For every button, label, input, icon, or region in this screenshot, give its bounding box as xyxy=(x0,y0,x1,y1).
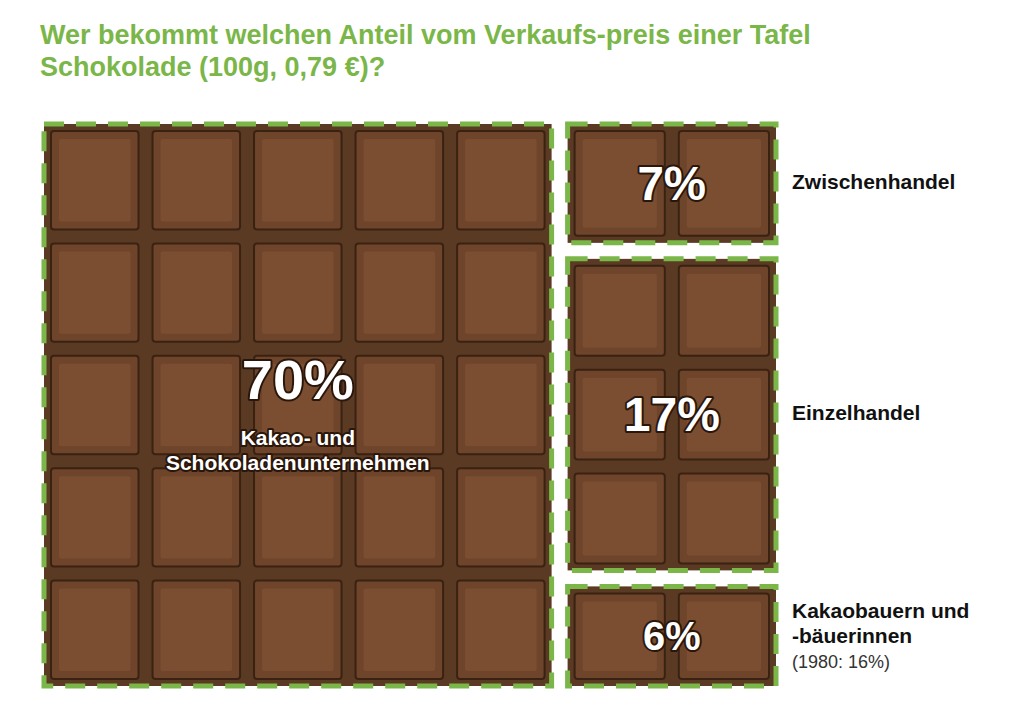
share-piece xyxy=(568,586,776,686)
chocolate-square xyxy=(254,243,342,341)
chocolate-square xyxy=(153,581,241,679)
chocolate-square-top xyxy=(583,274,657,348)
data-label: 6% xyxy=(643,614,701,658)
chocolate-square xyxy=(575,266,665,356)
chocolate-square-top xyxy=(262,589,334,671)
chocolate-piece xyxy=(568,259,776,571)
data-label: 7% xyxy=(637,157,706,210)
chocolate-square xyxy=(457,356,545,454)
chocolate-square xyxy=(575,474,665,564)
chocolate-square-top xyxy=(161,589,233,671)
chart-title: Wer bekommt welchen Anteil vom Verkaufs-… xyxy=(40,20,811,82)
chocolate-square-top xyxy=(59,139,131,221)
category-label-line: Schokoladenunternehmen xyxy=(166,451,430,474)
chocolate-piece xyxy=(44,124,552,686)
share-piece xyxy=(568,259,776,571)
chocolate-piece xyxy=(568,124,776,243)
chart-title-line: Wer bekommt welchen Anteil vom Verkaufs-… xyxy=(40,20,811,50)
chocolate-square-top xyxy=(262,139,334,221)
chocolate-square xyxy=(356,468,444,566)
pieces xyxy=(44,124,776,686)
share-piece xyxy=(44,124,552,686)
chocolate-square xyxy=(254,468,342,566)
chocolate-square-top xyxy=(364,364,436,446)
chocolate-square xyxy=(153,243,241,341)
plot-area xyxy=(44,124,776,686)
chocolate-square xyxy=(51,581,139,679)
chocolate-square-top xyxy=(465,251,537,333)
chocolate-square-top xyxy=(687,274,761,348)
chocolate-square-top xyxy=(161,476,233,558)
chocolate-square xyxy=(457,243,545,341)
chocolate-square xyxy=(153,131,241,229)
annotation: (1980: 16%) xyxy=(792,652,890,672)
chocolate-square-top xyxy=(364,139,436,221)
category-label: Einzelhandel xyxy=(792,401,920,424)
data-label-line: 70% xyxy=(242,348,354,411)
chocolate-square-top xyxy=(161,251,233,333)
chocolate-square-top xyxy=(59,476,131,558)
chocolate-square-top xyxy=(262,251,334,333)
chocolate-square-top xyxy=(364,476,436,558)
chocolate-square xyxy=(679,474,769,564)
chocolate-square-top xyxy=(364,589,436,671)
chocolate-square xyxy=(457,468,545,566)
chart-svg: Wer bekommt welchen Anteil vom Verkaufs-… xyxy=(0,0,1025,713)
annotation-line: (1980: 16%) xyxy=(792,652,890,672)
data-label: 17% xyxy=(624,388,720,441)
chocolate-square-top xyxy=(59,251,131,333)
chocolate-square xyxy=(457,581,545,679)
category-label-line: Einzelhandel xyxy=(792,401,920,424)
data-label: 70% xyxy=(242,348,354,411)
chocolate-square-top xyxy=(465,476,537,558)
data-label-line: 6% xyxy=(643,614,701,658)
labels: 70% Kakao- undSchokoladenunternehmen 7% Zwi… xyxy=(166,157,969,672)
share-piece xyxy=(568,124,776,243)
chocolate-square xyxy=(679,266,769,356)
category-label-line: -bäuerinnen xyxy=(792,624,912,647)
chocolate-square-top xyxy=(262,476,334,558)
chocolate-square xyxy=(51,243,139,341)
chocolate-square xyxy=(457,131,545,229)
chocolate-square-top xyxy=(59,364,131,446)
chocolate-square-top xyxy=(161,364,233,446)
chocolate-square xyxy=(356,356,444,454)
chocolate-square xyxy=(153,356,241,454)
chocolate-square-top xyxy=(364,251,436,333)
chocolate-square xyxy=(254,581,342,679)
chocolate-square-top xyxy=(687,482,761,556)
chocolate-square xyxy=(51,356,139,454)
category-label: Kakao- undSchokoladenunternehmen xyxy=(166,426,430,474)
chocolate-square xyxy=(356,581,444,679)
category-label-line: Kakaobauern und xyxy=(792,599,969,622)
category-label: Zwischenhandel xyxy=(792,170,955,193)
chocolate-square xyxy=(51,468,139,566)
category-label-line: Zwischenhandel xyxy=(792,170,955,193)
chocolate-piece xyxy=(568,586,776,686)
chocolate-square-top xyxy=(465,139,537,221)
chocolate-square xyxy=(356,243,444,341)
category-label-line: Kakao- und xyxy=(241,426,355,449)
data-label-line: 17% xyxy=(624,388,720,441)
chart-title-line: Schokolade (100g, 0,79 €)? xyxy=(40,52,385,82)
data-label-line: 7% xyxy=(637,157,706,210)
chocolate-square xyxy=(51,131,139,229)
chocolate-square-top xyxy=(583,482,657,556)
chocolate-square-top xyxy=(59,589,131,671)
chocolate-square-top xyxy=(465,589,537,671)
chocolate-square xyxy=(254,131,342,229)
category-label: Kakaobauern und-bäuerinnen xyxy=(792,599,969,647)
chocolate-square xyxy=(356,131,444,229)
chocolate-square-top xyxy=(465,364,537,446)
chart-container: Wer bekommt welchen Anteil vom Verkaufs-… xyxy=(0,0,1025,713)
chocolate-square-top xyxy=(161,139,233,221)
chocolate-square xyxy=(153,468,241,566)
